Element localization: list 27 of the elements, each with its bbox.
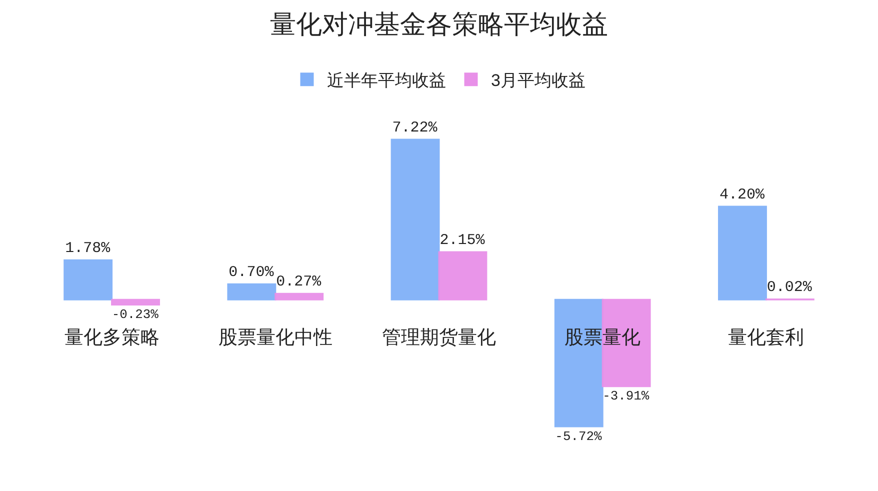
bar: [111, 298, 160, 306]
x-tick-label: 量化套利: [728, 328, 804, 349]
bar: [390, 138, 440, 300]
legend-label: 3月平均收益: [491, 71, 586, 90]
bar: [718, 206, 767, 300]
data-label: 0.02%: [766, 279, 813, 296]
data-label: -5.72%: [555, 428, 602, 444]
x-tick-label: 股票量化: [564, 328, 641, 349]
x-tick-label: 管理期货量化: [382, 328, 496, 349]
bar: [274, 292, 324, 300]
data-label: 4.20%: [719, 186, 766, 204]
data-label: 0.70%: [228, 264, 275, 282]
bar: [227, 283, 276, 300]
bar: [438, 251, 488, 300]
x-tick-label: 量化多策略: [64, 328, 160, 349]
bar: [602, 298, 651, 388]
data-label: 1.78%: [65, 240, 112, 258]
data-label: 0.27%: [276, 274, 322, 291]
data-label: -0.23%: [112, 307, 159, 322]
bar: [64, 259, 113, 300]
bar: [554, 298, 604, 428]
data-label: -3.91%: [602, 388, 650, 404]
data-label: 2.15%: [440, 232, 486, 249]
chart-title: 量化对冲基金各策略平均收益: [270, 10, 608, 39]
legend-label: 近半年平均收益: [327, 71, 446, 90]
x-tick-label: 股票量化中性: [218, 328, 332, 349]
data-label: 7.22%: [392, 119, 438, 136]
